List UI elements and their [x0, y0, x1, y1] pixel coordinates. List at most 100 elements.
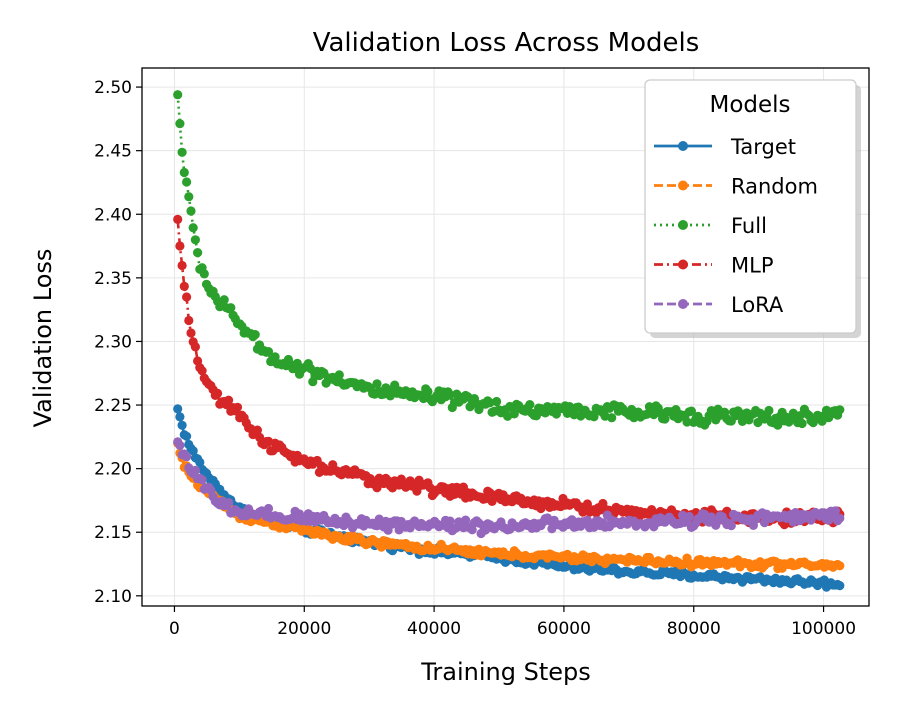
legend-title: Models	[709, 92, 790, 118]
y-tick-label: 2.50	[94, 78, 132, 98]
series-lora	[173, 437, 845, 539]
data-point-mlp	[182, 292, 192, 302]
data-point-full	[660, 414, 670, 424]
data-point-full	[686, 406, 697, 416]
data-point-lora	[190, 465, 200, 475]
legend-label: Full	[731, 214, 767, 238]
data-point-full	[607, 413, 617, 423]
data-point-lora	[175, 440, 185, 450]
legend-entries: Target Random Full MLP LoRA	[654, 135, 818, 317]
data-point-mlp	[186, 328, 196, 338]
data-point-full	[186, 206, 196, 216]
data-point-target	[175, 412, 185, 422]
legend-marker	[678, 141, 688, 151]
data-point-full	[226, 303, 236, 313]
y-tick-label: 2.45	[94, 142, 132, 162]
data-point-target	[835, 581, 845, 591]
data-point-full	[372, 379, 382, 389]
y-tick-label: 2.10	[94, 587, 132, 607]
data-point-full	[250, 330, 260, 340]
data-point-full	[531, 411, 542, 421]
data-point-lora	[467, 525, 477, 535]
data-point-mlp	[179, 281, 189, 291]
data-point-full	[492, 396, 502, 407]
legend-label: LoRA	[731, 293, 784, 317]
data-point-target	[182, 431, 192, 441]
x-axis-ticks: 0 20000 40000 60000 80000 100000	[169, 606, 856, 639]
x-tick-label: 80000	[667, 619, 721, 639]
y-tick-label: 2.25	[94, 396, 132, 416]
data-point-target	[177, 420, 187, 430]
data-point-full	[445, 390, 455, 400]
data-point-mlp	[190, 342, 200, 352]
x-tick-label: 40000	[407, 619, 461, 639]
data-point-full	[263, 347, 274, 357]
data-point-mlp	[372, 483, 382, 493]
x-tick-label: 60000	[537, 619, 591, 639]
data-point-full	[175, 119, 185, 129]
y-tick-label: 2.40	[94, 205, 132, 225]
data-point-lora	[684, 511, 694, 522]
legend-box	[644, 79, 857, 334]
data-point-full	[188, 223, 198, 233]
y-axis-ticks: 2.10 2.15 2.20 2.25 2.30 2.35 2.40 2.45 2.50	[94, 78, 142, 607]
data-point-full	[682, 417, 692, 427]
legend-entry-mlp: MLP	[654, 254, 773, 278]
legend-entry-full: Full	[654, 214, 767, 238]
data-point-full	[797, 418, 807, 429]
data-point-mlp	[232, 402, 243, 412]
data-point-lora	[197, 475, 207, 485]
y-tick-label: 2.35	[94, 269, 132, 289]
data-point-full	[219, 295, 229, 305]
data-point-full	[190, 235, 200, 245]
data-point-random	[835, 561, 845, 571]
data-point-full	[270, 352, 280, 362]
legend: Models Target Random Full MLP LoRA	[644, 79, 861, 338]
data-point-lora	[830, 506, 841, 516]
data-point-lora	[263, 503, 274, 514]
y-tick-label: 2.30	[94, 332, 132, 352]
y-tick-label: 2.15	[94, 523, 132, 543]
data-point-target	[188, 446, 198, 456]
plot-frame	[141, 67, 870, 607]
x-tick-label: 20000	[277, 619, 331, 639]
data-point-mlp	[252, 425, 262, 435]
data-point-target	[173, 404, 183, 414]
data-point-mlp	[173, 214, 183, 224]
data-point-full	[423, 386, 433, 397]
legend-entry-lora: LoRA	[654, 293, 784, 317]
data-point-full	[509, 409, 519, 419]
data-point-full	[418, 393, 429, 404]
data-point-lora	[224, 498, 234, 508]
data-point-mlp	[213, 388, 223, 398]
legend-label: Random	[731, 175, 818, 199]
legend-label: Target	[730, 135, 796, 159]
data-point-full	[182, 177, 192, 187]
series-line-random	[176, 442, 841, 573]
data-point-mlp	[175, 241, 185, 251]
x-tick-label: 100000	[791, 619, 856, 639]
data-point-full	[177, 147, 187, 157]
data-point-full	[764, 405, 774, 416]
legend-entry-target: Target	[654, 135, 796, 159]
data-point-lora	[182, 452, 192, 462]
data-point-lora	[835, 513, 845, 523]
legend-marker	[678, 299, 688, 309]
y-axis-label: Validation Loss	[29, 249, 57, 428]
legend-entry-random: Random	[654, 175, 818, 199]
data-point-full	[193, 248, 203, 258]
data-point-mlp	[224, 395, 234, 405]
data-point-mlp	[598, 498, 608, 509]
legend-marker	[678, 259, 688, 270]
data-point-mlp	[197, 366, 207, 376]
x-tick-label: 0	[169, 619, 180, 639]
legend-marker	[678, 220, 688, 230]
data-point-full	[525, 400, 535, 410]
y-tick-label: 2.20	[94, 460, 132, 480]
x-axis-label: Training Steps	[420, 658, 590, 686]
legend-marker	[678, 180, 688, 191]
chart-title: Validation Loss Across Models	[313, 28, 700, 58]
legend-label: MLP	[731, 254, 773, 278]
